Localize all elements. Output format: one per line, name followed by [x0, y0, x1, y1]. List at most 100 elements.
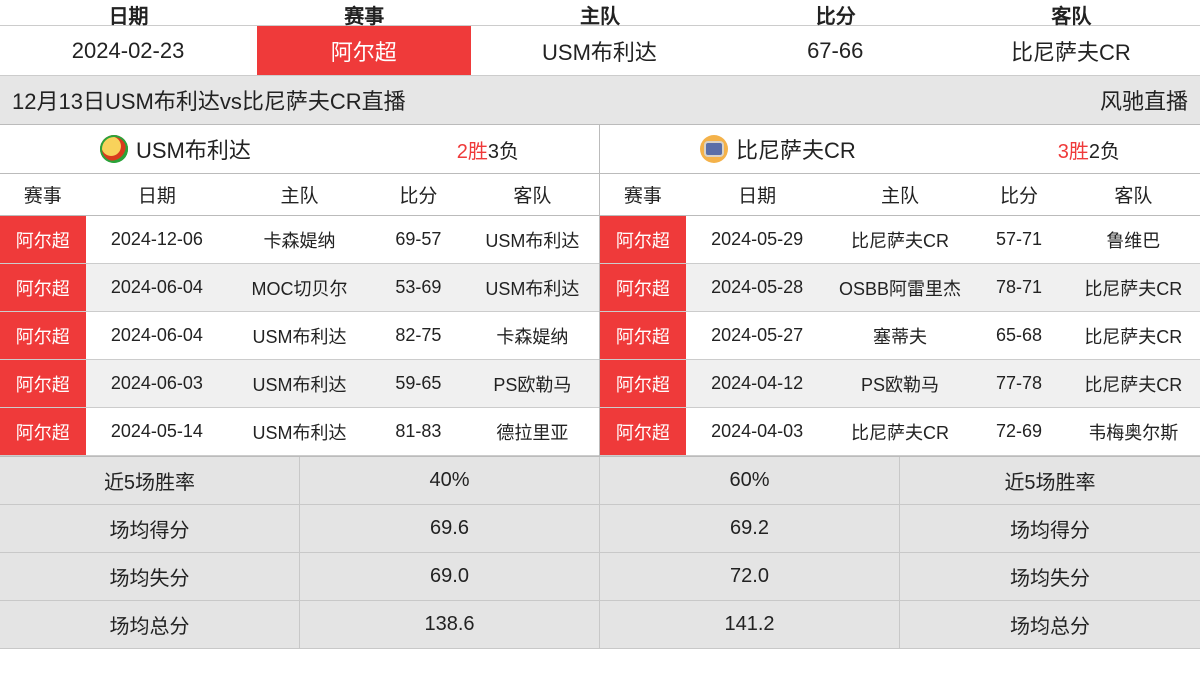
left-team-header: USM布利达 2胜3负 — [0, 125, 599, 174]
left-team-name: USM布利达 — [136, 133, 251, 165]
stat-left-avgtotal: 138.6 — [300, 601, 600, 649]
stat-avg-total: 场均总分 138.6 141.2 场均总分 — [0, 601, 1200, 649]
stat-left-avgconceded: 69.0 — [300, 553, 600, 601]
left-team-record: 2胜3负 — [457, 135, 519, 164]
stat-winrate: 近5场胜率 40% 60% 近5场胜率 — [0, 457, 1200, 505]
cell-sc: 77-78 — [971, 360, 1066, 407]
match-away: 比尼萨夫CR — [943, 26, 1200, 75]
match-league-badge[interactable]: 阿尔超 — [257, 26, 471, 75]
table-row[interactable]: 阿尔超2024-05-29比尼萨夫CR57-71鲁维巴 — [600, 216, 1200, 264]
cell-a: 比尼萨夫CR — [1067, 312, 1200, 359]
subtitle-bar: 12月13日USM布利达vs比尼萨夫CR直播 风驰直播 — [0, 76, 1200, 124]
stat-label-left: 场均得分 — [0, 505, 300, 553]
table-row[interactable]: 阿尔超2024-12-06卡森媞纳69-57USM布利达 — [0, 216, 599, 264]
stat-label-right: 近5场胜率 — [900, 457, 1200, 505]
stat-label-left: 近5场胜率 — [0, 457, 300, 505]
col-away: 客队 — [1067, 174, 1200, 215]
stat-avg-conceded: 场均失分 69.0 72.0 场均失分 — [0, 553, 1200, 601]
league-badge[interactable]: 阿尔超 — [600, 216, 686, 263]
col-date: 日期 — [86, 174, 229, 215]
league-badge[interactable]: 阿尔超 — [0, 360, 86, 407]
col-score: 比分 — [371, 174, 466, 215]
league-badge[interactable]: 阿尔超 — [0, 216, 86, 263]
league-badge[interactable]: 阿尔超 — [600, 408, 686, 455]
cell-sc: 82-75 — [371, 312, 466, 359]
cell-h: 比尼萨夫CR — [829, 216, 972, 263]
header-home: 主队 — [471, 0, 728, 29]
stat-right-winrate: 60% — [600, 457, 900, 505]
col-away: 客队 — [466, 174, 599, 215]
league-badge[interactable]: 阿尔超 — [600, 360, 686, 407]
table-row[interactable]: 阿尔超2024-06-03USM布利达59-65PS欧勒马 — [0, 360, 599, 408]
table-row[interactable]: 阿尔超2024-06-04MOC切贝尔53-69USM布利达 — [0, 264, 599, 312]
cell-a: 比尼萨夫CR — [1067, 360, 1200, 407]
league-badge[interactable]: 阿尔超 — [600, 312, 686, 359]
header-score: 比分 — [729, 0, 943, 29]
stat-left-avgscore: 69.6 — [300, 505, 600, 553]
cell-dt: 2024-06-04 — [86, 312, 229, 359]
match-date: 2024-02-23 — [0, 26, 257, 75]
table-row[interactable]: 阿尔超2024-05-27塞蒂夫65-68比尼萨夫CR — [600, 312, 1200, 360]
stat-avg-score: 场均得分 69.6 69.2 场均得分 — [0, 505, 1200, 553]
stat-label-right: 场均总分 — [900, 601, 1200, 649]
right-team-logo-icon — [700, 135, 728, 163]
cell-dt: 2024-05-29 — [686, 216, 829, 263]
cell-dt: 2024-06-04 — [86, 264, 229, 311]
cell-dt: 2024-05-28 — [686, 264, 829, 311]
cell-h: MOC切贝尔 — [228, 264, 371, 311]
cell-dt: 2024-04-03 — [686, 408, 829, 455]
col-date: 日期 — [686, 174, 829, 215]
header-league: 赛事 — [257, 0, 471, 29]
right-team-record: 3胜2负 — [1058, 135, 1120, 164]
table-row[interactable]: 阿尔超2024-06-04USM布利达82-75卡森媞纳 — [0, 312, 599, 360]
header-away: 客队 — [943, 0, 1200, 29]
cell-sc: 78-71 — [971, 264, 1066, 311]
col-home: 主队 — [228, 174, 371, 215]
cell-h: 卡森媞纳 — [228, 216, 371, 263]
cell-sc: 59-65 — [371, 360, 466, 407]
match-score: 67-66 — [729, 26, 943, 75]
table-row[interactable]: 阿尔超2024-04-03比尼萨夫CR72-69韦梅奥尔斯 — [600, 408, 1200, 456]
cell-dt: 2024-12-06 — [86, 216, 229, 263]
cell-h: 塞蒂夫 — [829, 312, 972, 359]
col-home: 主队 — [829, 174, 972, 215]
cell-sc: 53-69 — [371, 264, 466, 311]
subtitle-left: 12月13日USM布利达vs比尼萨夫CR直播 — [12, 84, 406, 116]
stat-right-avgscore: 69.2 — [600, 505, 900, 553]
stat-label-right: 场均得分 — [900, 505, 1200, 553]
stat-left-winrate: 40% — [300, 457, 600, 505]
stat-right-avgconceded: 72.0 — [600, 553, 900, 601]
top-match-row: 2024-02-23 阿尔超 USM布利达 67-66 比尼萨夫CR — [0, 26, 1200, 76]
table-row[interactable]: 阿尔超2024-05-28OSBB阿雷里杰78-71比尼萨夫CR — [600, 264, 1200, 312]
cell-a: 卡森媞纳 — [466, 312, 599, 359]
right-panel: 比尼萨夫CR 3胜2负 赛事 日期 主队 比分 客队 阿尔超2024-05-29… — [600, 125, 1200, 456]
cell-h: USM布利达 — [228, 360, 371, 407]
league-badge[interactable]: 阿尔超 — [0, 264, 86, 311]
stats-block: 近5场胜率 40% 60% 近5场胜率 场均得分 69.6 69.2 场均得分 … — [0, 456, 1200, 649]
cell-h: OSBB阿雷里杰 — [829, 264, 972, 311]
table-row[interactable]: 阿尔超2024-04-12PS欧勒马77-78比尼萨夫CR — [600, 360, 1200, 408]
match-home: USM布利达 — [471, 26, 728, 75]
cell-a: 德拉里亚 — [466, 408, 599, 455]
cell-sc: 57-71 — [971, 216, 1066, 263]
league-badge[interactable]: 阿尔超 — [0, 408, 86, 455]
cell-dt: 2024-05-27 — [686, 312, 829, 359]
league-badge[interactable]: 阿尔超 — [600, 264, 686, 311]
cell-a: USM布利达 — [466, 216, 599, 263]
cell-h: USM布利达 — [228, 408, 371, 455]
cell-a: PS欧勒马 — [466, 360, 599, 407]
table-row[interactable]: 阿尔超2024-05-14USM布利达81-83德拉里亚 — [0, 408, 599, 456]
stat-label-right: 场均失分 — [900, 553, 1200, 601]
cell-h: PS欧勒马 — [829, 360, 972, 407]
cell-a: USM布利达 — [466, 264, 599, 311]
cell-sc: 81-83 — [371, 408, 466, 455]
left-panel: USM布利达 2胜3负 赛事 日期 主队 比分 客队 阿尔超2024-12-06… — [0, 125, 600, 456]
cell-sc: 65-68 — [971, 312, 1066, 359]
league-badge[interactable]: 阿尔超 — [0, 312, 86, 359]
team-comparison: USM布利达 2胜3负 赛事 日期 主队 比分 客队 阿尔超2024-12-06… — [0, 124, 1200, 456]
cell-a: 比尼萨夫CR — [1067, 264, 1200, 311]
stat-label-left: 场均总分 — [0, 601, 300, 649]
cell-a: 鲁维巴 — [1067, 216, 1200, 263]
cell-dt: 2024-04-12 — [686, 360, 829, 407]
stat-right-avgtotal: 141.2 — [600, 601, 900, 649]
